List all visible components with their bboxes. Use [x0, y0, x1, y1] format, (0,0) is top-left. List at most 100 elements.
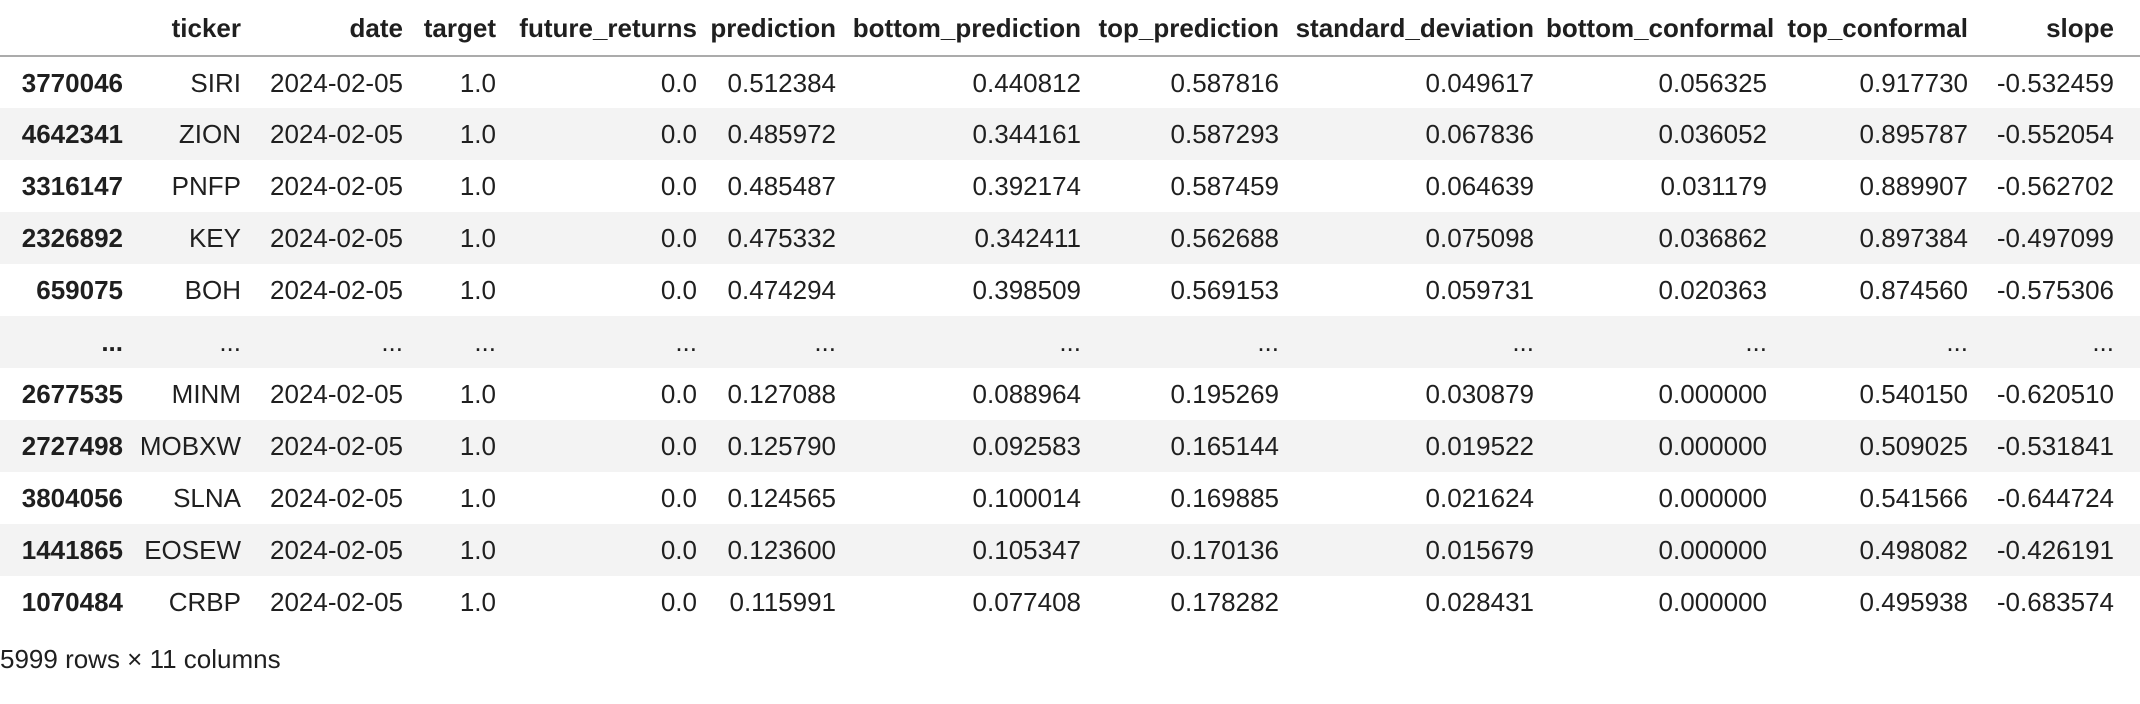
table-row: 3804056 SLNA 2024-02-05 1.0 0.0 0.124565 0.100… — [0, 472, 2140, 524]
table-cell: 0.021624 — [1425, 483, 1534, 513]
table-cell: 0.100014 — [972, 483, 1081, 513]
table-row: 3316147 PNFP 2024-02-05 1.0 0.0 0.485487 0.392… — [0, 160, 2140, 212]
table-cell: 0.031179 — [1660, 171, 1767, 201]
table-row: 2727498 MOBXW 2024-02-05 1.0 0.0 0.125790 0.09… — [0, 420, 2140, 472]
table-cell: -0.683574 — [1996, 587, 2114, 617]
table-cell: KEY — [188, 223, 241, 253]
table-cell: ... — [219, 327, 241, 357]
index-column-header — [0, 0, 135, 57]
table-cell: ... — [2092, 327, 2114, 357]
table-cell: PNFP — [171, 171, 241, 201]
table-cell: 2024-02-05 — [270, 587, 403, 617]
column-header-top_prediction: top_prediction — [1093, 0, 1291, 57]
table-cell: 0.195269 — [1170, 379, 1279, 409]
dataframe-output: ticker date target future_returns prediction… — [0, 0, 2140, 674]
table-cell: 0.036862 — [1658, 223, 1767, 253]
table-cell: EOSEW — [144, 535, 241, 565]
table-cell: 0.036052 — [1658, 119, 1767, 149]
dataframe-table: ticker date target future_returns prediction… — [0, 0, 2140, 628]
table-cell: 0.587293 — [1170, 119, 1279, 149]
table-cell: 0.064639 — [1425, 171, 1534, 201]
table-cell: 0.000000 — [1658, 587, 1767, 617]
table-cell: 0.512384 — [727, 67, 836, 98]
table-cell: 2024-02-05 — [270, 379, 403, 409]
table-cell: 0.392174 — [972, 171, 1081, 201]
row-index: 4642341 — [21, 119, 123, 149]
table-cell: 1.0 — [459, 275, 496, 305]
dataframe-summary: 5999 rows × 11 columns — [0, 644, 281, 674]
table-cell: 0.0 — [660, 535, 697, 565]
table-cell: 0.092583 — [972, 431, 1081, 461]
table-cell: 0.897384 — [1859, 223, 1968, 253]
table-cell: 0.028431 — [1425, 587, 1534, 617]
table-cell: 0.0 — [660, 223, 697, 253]
table-cell: 0.474294 — [727, 275, 836, 305]
table-cell: 1.0 — [459, 223, 496, 253]
header-row: ticker date target future_returns prediction… — [0, 0, 2140, 57]
table-cell: 2024-02-05 — [270, 483, 403, 513]
table-cell: 0.077408 — [972, 587, 1081, 617]
table-cell: 0.000000 — [1658, 483, 1767, 513]
table-row: 1070484 CRBP 2024-02-05 1.0 0.0 0.115991 0.077… — [0, 576, 2140, 628]
table-cell: 0.124565 — [727, 483, 836, 513]
table-cell: MOBXW — [139, 431, 241, 461]
table-row: 4642341 ZION 2024-02-05 1.0 0.0 0.485972 0.344… — [0, 108, 2140, 160]
table-cell: 2024-02-05 — [270, 171, 403, 201]
column-header-prediction: prediction — [709, 0, 848, 57]
table-cell: 0.105347 — [972, 535, 1081, 565]
table-cell: 0.0 — [660, 587, 697, 617]
table-cell: 0.127088 — [727, 379, 836, 409]
table-cell: ZION — [178, 119, 241, 149]
table-cell: 0.067836 — [1425, 119, 1534, 149]
table-cell: 0.0 — [660, 171, 697, 201]
table-cell: SLNA — [173, 483, 241, 513]
table-cell: ... — [1946, 327, 1968, 357]
table-cell: 0.030879 — [1425, 379, 1534, 409]
table-cell: ... — [381, 327, 403, 357]
table-row: 2677535 MINM 2024-02-05 1.0 0.0 0.127088 0.088… — [0, 368, 2140, 420]
table-cell: 0.0 — [660, 119, 697, 149]
table-cell: 0.0 — [660, 431, 697, 461]
table-cell: 0.587459 — [1170, 171, 1279, 201]
table-cell: ... — [1257, 327, 1279, 357]
table-cell: 1.0 — [459, 587, 496, 617]
table-cell: 0.889907 — [1859, 171, 1968, 201]
table-cell: CRBP — [168, 587, 241, 617]
row-index: 1441865 — [21, 535, 123, 565]
column-header-target: target — [415, 0, 508, 57]
table-cell: 0.0 — [660, 483, 697, 513]
table-cell: 0.0 — [660, 275, 697, 305]
table-cell: 0.059731 — [1425, 275, 1534, 305]
table-cell: -0.575306 — [1996, 275, 2114, 305]
table-cell: 0.495938 — [1859, 587, 1968, 617]
table-cell: MINM — [171, 379, 241, 409]
table-cell: 0.020363 — [1658, 275, 1767, 305]
table-cell: 0.049617 — [1425, 67, 1534, 98]
table-cell: 1.0 — [459, 535, 496, 565]
table-cell: 0.056325 — [1658, 67, 1767, 98]
table-cell: ... — [675, 327, 697, 357]
table-cell: 0.440812 — [972, 67, 1081, 98]
column-header-bottom_prediction: bottom_prediction — [848, 0, 1093, 57]
table-cell: 1.0 — [459, 431, 496, 461]
table-cell: ... — [1512, 327, 1534, 357]
table-cell: 0.178282 — [1170, 587, 1279, 617]
table-cell: 0.398509 — [972, 275, 1081, 305]
table-cell: 1.0 — [459, 119, 496, 149]
column-header-date: date — [253, 0, 415, 57]
table-cell: 2024-02-05 — [270, 223, 403, 253]
table-cell: ... — [1059, 327, 1081, 357]
row-index: 2677535 — [21, 379, 123, 409]
table-cell: 0.088964 — [972, 379, 1081, 409]
table-row: 659075 BOH 2024-02-05 1.0 0.0 0.474294 0.39850… — [0, 264, 2140, 316]
table-cell: 0.541566 — [1859, 483, 1968, 513]
table-cell: 0.485972 — [727, 119, 836, 149]
table-cell: 0.917730 — [1859, 67, 1968, 98]
table-cell: 0.125790 — [727, 431, 836, 461]
table-cell: 0.0 — [660, 379, 697, 409]
table-cell: ... — [1745, 327, 1767, 357]
table-cell: -0.426191 — [1996, 535, 2114, 565]
table-cell: 0.485487 — [727, 171, 836, 201]
table-cell: 1.0 — [459, 171, 496, 201]
table-cell: 2024-02-05 — [270, 431, 403, 461]
